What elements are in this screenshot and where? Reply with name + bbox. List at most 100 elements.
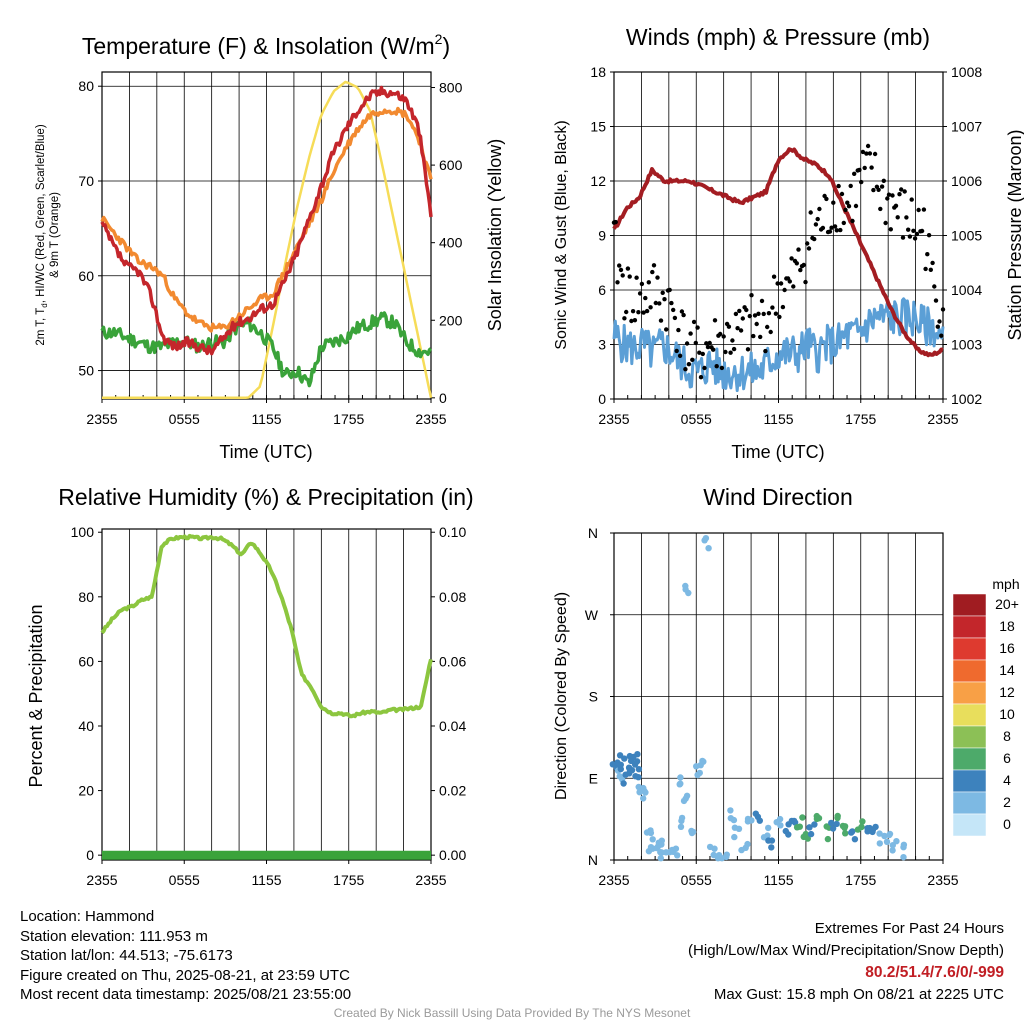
gust-point [925, 252, 930, 257]
direction-point [672, 845, 680, 852]
dir-xtick-label: 1155 [763, 872, 793, 888]
colorbar-label: 12 [999, 684, 1015, 700]
gust-point [646, 280, 651, 285]
gust-point [829, 225, 834, 230]
gust-point [644, 308, 650, 314]
gust-point [771, 274, 777, 279]
gust-point [690, 357, 695, 362]
direction-point [635, 766, 643, 773]
direction-point [864, 828, 871, 835]
gust-point [754, 321, 759, 327]
gust-point [718, 331, 723, 337]
rh-xtick-label: 0555 [169, 872, 200, 888]
gust-point [832, 224, 838, 229]
direction-point [813, 812, 820, 820]
temp-xtick-label: 1155 [251, 411, 281, 427]
gust-point [733, 311, 739, 317]
gust-point [798, 267, 803, 273]
gust-point [763, 348, 768, 354]
gust-point [911, 228, 916, 233]
gust-point [761, 311, 766, 317]
direction-point [622, 771, 629, 778]
colorbar-swatch [952, 769, 987, 793]
dir-ytick-label: N [588, 852, 598, 868]
wind-ytick-label: 3 [598, 337, 606, 353]
gust-point [630, 309, 636, 314]
solar-y-axis-label: Solar Insolation (Yellow) [485, 139, 505, 331]
gust-point [937, 319, 942, 324]
temp-xtick-label: 0555 [169, 411, 200, 427]
gust-point [888, 227, 893, 232]
gust-point [796, 247, 801, 252]
station-info: Location: Hammond Station elevation: 111… [20, 907, 351, 1005]
direction-point [744, 818, 752, 825]
gust-point [777, 314, 782, 320]
temp-xtick-label: 2355 [86, 411, 117, 427]
gust-point [817, 206, 822, 212]
direction-point [658, 841, 665, 848]
winds-panel-title: Winds (mph) & Pressure (mb) [626, 24, 930, 50]
gust-point [674, 348, 679, 354]
gust-point [662, 297, 667, 302]
gust-point [838, 227, 843, 233]
gust-point [836, 183, 841, 189]
solar-y2tick-label: 200 [439, 312, 463, 328]
solar-y2tick-label: 400 [439, 235, 463, 251]
extremes-values: 80.2/51.4/7.6/0/-999 [865, 964, 1004, 981]
direction-point [731, 824, 739, 831]
max-gust: Max Gust: 15.8 mph On 08/21 at 2225 UTC [713, 986, 1004, 1003]
direction-point [640, 795, 647, 802]
precip-y2tick-label: 0.10 [439, 524, 466, 540]
gust-point [688, 331, 693, 336]
gust-point [806, 246, 812, 251]
gust-point [770, 305, 775, 310]
gust-point [900, 235, 906, 240]
direction-point [677, 774, 684, 781]
colorbar-label: 16 [999, 640, 1015, 656]
direction-point [782, 827, 789, 835]
rh-ytick-label: 0 [86, 847, 94, 863]
dir-ytick-label: W [585, 607, 599, 623]
colorbar-swatch [952, 791, 987, 815]
direction-point [851, 836, 859, 843]
colorbar-swatch [952, 813, 987, 837]
gust-point [622, 316, 627, 321]
rh-xtick-label: 2355 [415, 872, 446, 888]
extremes-heading: Extremes For Past 24 Hours [814, 920, 1004, 937]
temperature-x-axis-label: Time (UTC) [219, 442, 312, 462]
gust-point [740, 316, 745, 321]
pressure-y2tick-label: 1002 [951, 391, 982, 407]
gust-point [904, 215, 909, 220]
gust-point [801, 262, 806, 268]
gust-point [897, 192, 902, 197]
rh-ytick-label: 100 [71, 524, 95, 540]
direction-point [642, 789, 649, 796]
gust-point [773, 311, 779, 316]
gust-point [698, 375, 704, 380]
solar-y2tick-label: 800 [439, 80, 463, 96]
recent-timestamp: Most recent data timestamp: 2025/08/21 2… [20, 986, 352, 1003]
wind-ytick-label: 9 [598, 228, 606, 244]
gust-point [872, 151, 878, 157]
precip-y2tick-label: 0.04 [439, 718, 466, 734]
direction-point [649, 836, 656, 843]
gust-point [803, 279, 808, 285]
pressure-y2tick-label: 1005 [951, 228, 982, 244]
gust-point [831, 200, 836, 205]
direction-point [727, 807, 734, 814]
gust-point [778, 281, 784, 286]
gust-point [794, 261, 799, 266]
direction-point [828, 819, 835, 827]
gust-point [869, 165, 874, 170]
precip-y2tick-label: 0.08 [439, 589, 466, 605]
gust-point [932, 284, 937, 289]
gust-point [834, 228, 839, 233]
dir-ytick-label: N [588, 525, 598, 541]
direction-point [841, 824, 848, 831]
direction-point [793, 824, 801, 831]
pressure-y2tick-label: 1008 [951, 64, 982, 80]
direction-point [800, 833, 807, 841]
gust-point [697, 350, 702, 355]
direction-point [723, 851, 730, 858]
temp-xtick-label: 2355 [415, 411, 446, 427]
